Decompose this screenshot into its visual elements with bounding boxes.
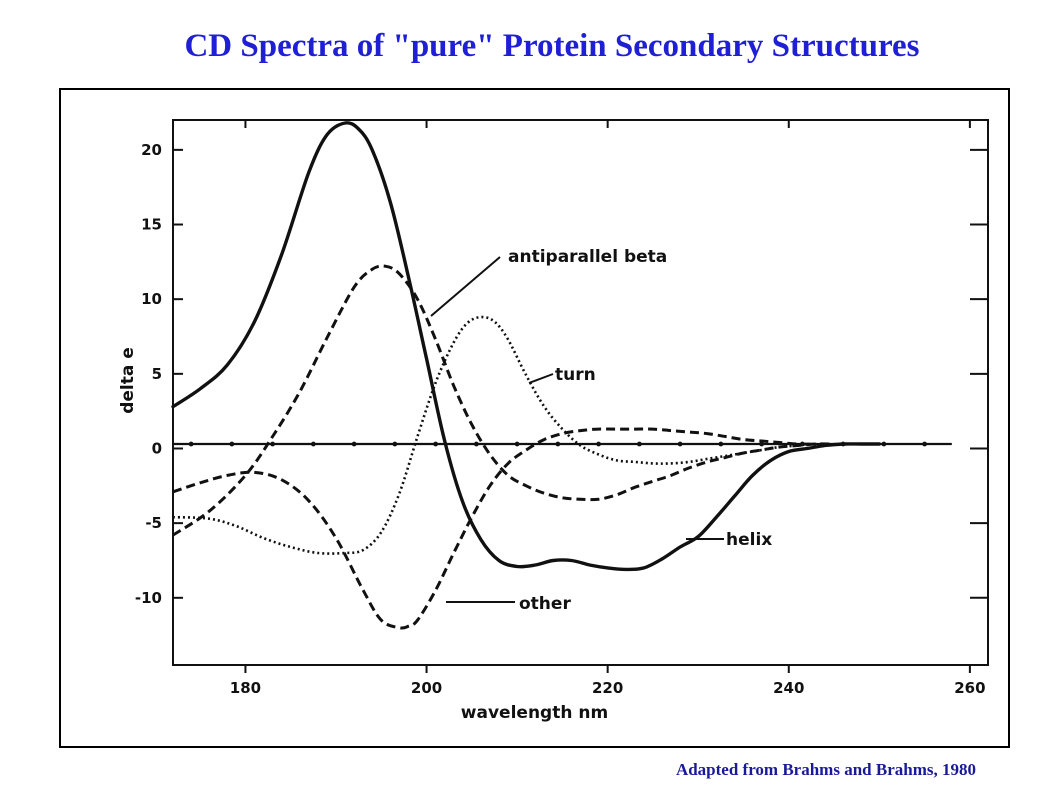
chart-frame	[59, 88, 1010, 748]
baseline-dot	[718, 441, 724, 447]
leader-line-antiparallel-beta	[430, 256, 501, 317]
x-tick-label: 200	[411, 679, 442, 697]
y-tick-label: 15	[141, 216, 162, 234]
baseline-dot	[636, 441, 642, 447]
baseline-dot	[596, 441, 602, 447]
y-tick-label: -5	[145, 514, 162, 532]
baseline-dot	[270, 441, 276, 447]
x-tick-label: 240	[773, 679, 804, 697]
baseline-dot	[759, 441, 765, 447]
baseline-dot	[473, 441, 479, 447]
baseline-dot	[310, 441, 316, 447]
slide-title: CD Spectra of "pure" Protein Secondary S…	[184, 28, 920, 64]
baseline-dot	[799, 441, 805, 447]
series-line-helix	[171, 121, 881, 572]
series-line-antiparallel-beta	[172, 264, 835, 537]
series-layer	[171, 121, 952, 630]
x-axis-title: wavelength nm	[461, 703, 608, 723]
baseline-dot	[433, 441, 439, 447]
leader-line-turn	[528, 373, 554, 384]
y-tick-label: 0	[152, 439, 162, 457]
axes-layer: 180 200 220 240 260 20 15 10 5 0 -5 -10 wavelength n…	[118, 119, 989, 723]
y-tick-label: 20	[141, 141, 162, 159]
baseline-dot	[514, 441, 520, 447]
series-label-other: other	[519, 594, 571, 614]
series-label-antiparallel-beta: antiparallel beta	[508, 247, 667, 267]
x-tick-label: 220	[592, 679, 623, 697]
plot-area-border	[172, 119, 989, 666]
baseline-dot	[188, 441, 194, 447]
label-layer: antiparallel beta turn helix other	[430, 247, 772, 614]
x-tick-label: 260	[954, 679, 985, 697]
series-label-turn: turn	[555, 365, 596, 385]
baseline-dot	[840, 441, 846, 447]
baseline-dot	[922, 441, 928, 447]
baseline-dot	[881, 441, 887, 447]
x-tick-label: 180	[230, 679, 261, 697]
baseline-dot	[229, 441, 235, 447]
series-line-turn	[172, 315, 798, 555]
y-tick-label: 5	[152, 365, 162, 383]
source-credit: Adapted from Brahms and Brahms, 1980	[675, 760, 976, 779]
series-label-helix: helix	[726, 530, 772, 550]
y-axis-title: delta e	[118, 347, 138, 414]
baseline-dot	[351, 441, 357, 447]
y-tick-label: 10	[141, 290, 162, 308]
series-line-other	[172, 427, 816, 630]
baseline-dot	[677, 441, 683, 447]
baseline-dot	[392, 441, 398, 447]
y-tick-label: -10	[135, 589, 162, 607]
baseline-dot	[555, 441, 561, 447]
